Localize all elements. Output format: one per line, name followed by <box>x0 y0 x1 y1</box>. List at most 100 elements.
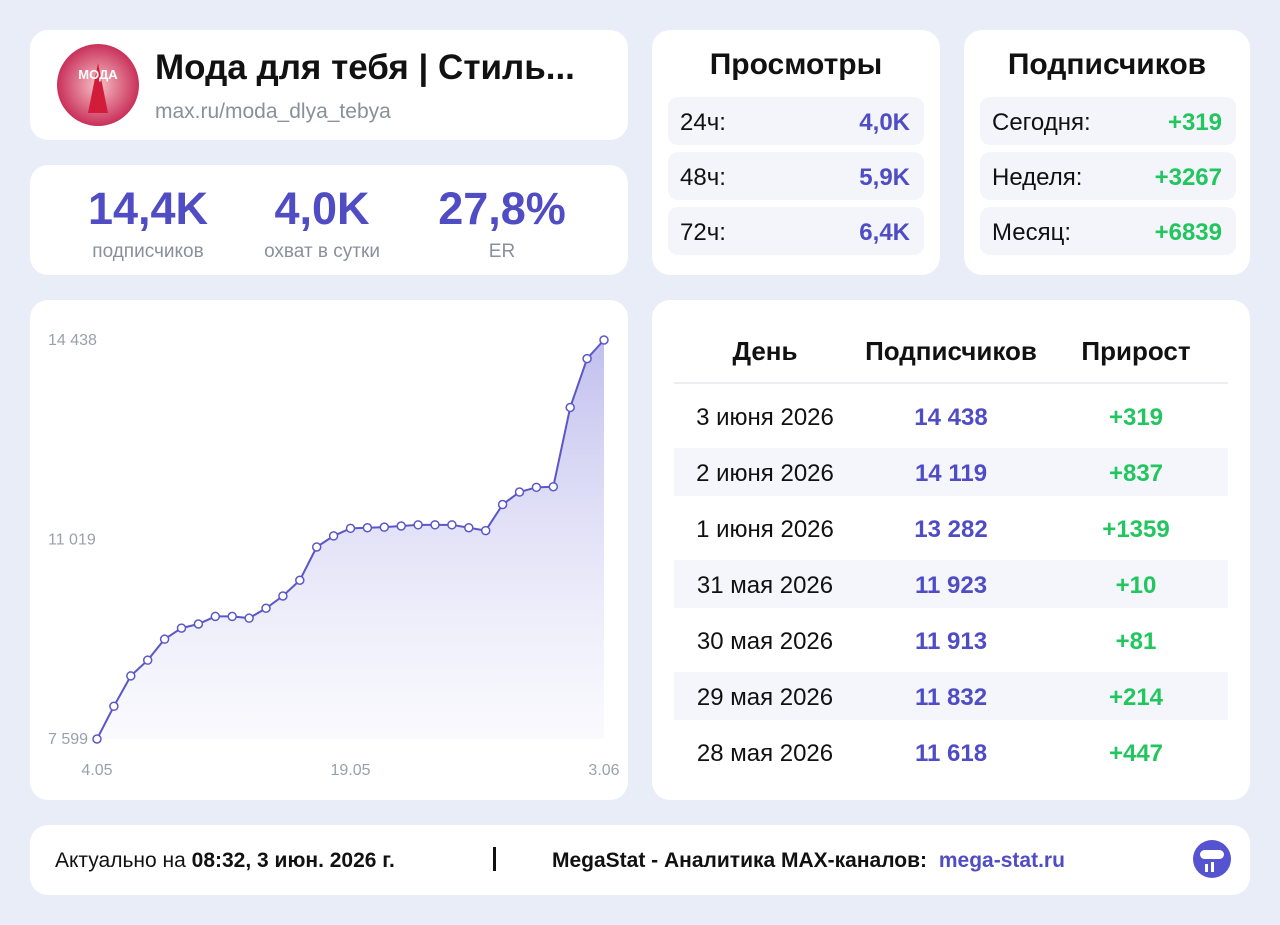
cell: 14 119 <box>914 460 988 487</box>
icon-bar <box>1211 862 1214 872</box>
row-label: 48ч: <box>680 164 726 191</box>
row-label: 72ч: <box>680 219 726 246</box>
row-value: 4,0K <box>859 109 910 136</box>
header-divider <box>674 382 1228 384</box>
point <box>159 634 170 644</box>
stat-row: 72ч: 6,4K <box>668 207 924 255</box>
y-tick-label: 14 438 <box>48 332 97 349</box>
footer-status: Актуально на 08:32, 3 июн. 2026 г. <box>55 849 395 873</box>
brand-icon <box>1193 840 1231 878</box>
footer-prefix: Актуально на <box>55 849 186 872</box>
views-title: Просмотры <box>709 48 883 81</box>
area <box>97 340 604 739</box>
cell: 1 июня 2026 <box>696 516 834 543</box>
point <box>193 619 204 629</box>
point <box>497 499 508 510</box>
x-tick-label: 4.05 <box>81 762 112 779</box>
point <box>345 523 356 534</box>
row-value: +6839 <box>1154 219 1222 246</box>
stat-row: Неделя: +3267 <box>980 152 1236 200</box>
row-value: +3267 <box>1154 164 1222 191</box>
point <box>295 575 305 586</box>
subs-card: Подписчиков Сегодня: +319 Неделя: +3267 Меся… <box>964 30 1250 275</box>
stat-value: 27,8% <box>438 183 566 234</box>
cell: 11 618 <box>914 740 988 767</box>
column-header: Подписчиков <box>865 336 1037 366</box>
point <box>126 671 136 681</box>
avatar-text: МОДА <box>78 67 118 82</box>
point <box>227 611 237 622</box>
cell: +1359 <box>1102 516 1170 543</box>
cell: 3 июня 2026 <box>696 404 834 431</box>
stat-row: Месяц: +6839 <box>980 207 1236 255</box>
header-card: МОДА Мода для тебя | Стиль... max.ru/mod… <box>30 30 628 140</box>
cell: 28 мая 2026 <box>696 740 834 767</box>
point <box>244 613 254 623</box>
stat-row: 24ч: 4,0K <box>668 97 924 145</box>
point <box>362 522 373 533</box>
table-card: День Подписчиков Прирост 3 июня 2026 14 438 +… <box>652 300 1250 800</box>
brand-text: MegaStat - Аналитика MAX-каналов: <box>552 849 928 872</box>
point <box>599 335 609 345</box>
point <box>379 522 390 532</box>
row-label: Неделя: <box>992 164 1083 191</box>
cell: 13 282 <box>914 516 988 543</box>
channel-title: Мода для тебя | Стиль... <box>155 48 575 87</box>
stat-row: 48ч: 5,9K <box>668 152 924 200</box>
cell: 31 мая 2026 <box>696 572 834 599</box>
row-label: Сегодня: <box>992 109 1091 136</box>
subs-title: Подписчиков <box>1007 48 1207 81</box>
y-tick-label: 11 019 <box>48 532 96 549</box>
point <box>109 701 119 712</box>
icon-visor <box>1200 850 1224 859</box>
point <box>413 520 423 530</box>
stat-row: Сегодня: +319 <box>980 97 1236 145</box>
row-bg <box>674 448 1228 496</box>
cell: +447 <box>1108 740 1164 767</box>
chart-card: 7 599 11 019 14 438 4.05 19.05 3.06 <box>30 300 628 800</box>
row-value: +319 <box>1167 109 1222 136</box>
stats-card: 14,4K подписчиков 4,0K охват в сутки 27,8% ER <box>30 165 628 275</box>
column-header: Прирост <box>1081 336 1191 366</box>
y-tick-label: 7 599 <box>48 731 88 748</box>
point <box>261 603 271 614</box>
cell: 11 832 <box>914 684 988 711</box>
row-label: Месяц: <box>992 219 1072 246</box>
row-value: 5,9K <box>859 164 910 191</box>
point <box>430 520 440 530</box>
cell: 29 мая 2026 <box>696 684 834 711</box>
stat-value: 4,0K <box>274 183 370 234</box>
row-bg <box>674 560 1228 608</box>
row-value: 6,4K <box>859 219 910 246</box>
point <box>311 542 322 552</box>
point <box>582 353 592 364</box>
cell: 30 мая 2026 <box>696 628 834 655</box>
brand-link[interactable]: mega-stat.ru <box>938 849 1065 872</box>
point <box>480 525 491 536</box>
cell: 2 июня 2026 <box>696 460 834 487</box>
channel-url: max.ru/moda_dlya_tebya <box>155 100 391 123</box>
chart: 7 599 11 019 14 438 4.05 19.05 3.06 <box>48 332 620 779</box>
cell: +10 <box>1115 572 1157 599</box>
point <box>447 520 457 530</box>
stat-value: 14,4K <box>87 183 209 234</box>
footer-brand: MegaStat - Аналитика MAX-каналов: mega-s… <box>552 849 1065 873</box>
point <box>210 611 221 622</box>
point <box>396 521 406 531</box>
separator <box>493 847 496 871</box>
footer: Актуально на 08:32, 3 июн. 2026 г. MegaS… <box>30 825 1250 895</box>
cell: +319 <box>1108 404 1164 431</box>
views-card: Просмотры 24ч: 4,0K 48ч: 5,9K 72ч: 6,4K <box>652 30 940 275</box>
row-label: 24ч: <box>680 109 726 136</box>
column-header: День <box>732 336 798 366</box>
x-tick-label: 19.05 <box>330 762 370 779</box>
cell: 14 438 <box>914 404 988 431</box>
avatar: МОДА <box>57 44 139 126</box>
avatar-figure <box>88 63 108 113</box>
point <box>565 402 575 413</box>
icon-bar <box>1205 864 1208 872</box>
point <box>531 482 542 493</box>
point <box>142 655 153 665</box>
point <box>548 481 559 492</box>
